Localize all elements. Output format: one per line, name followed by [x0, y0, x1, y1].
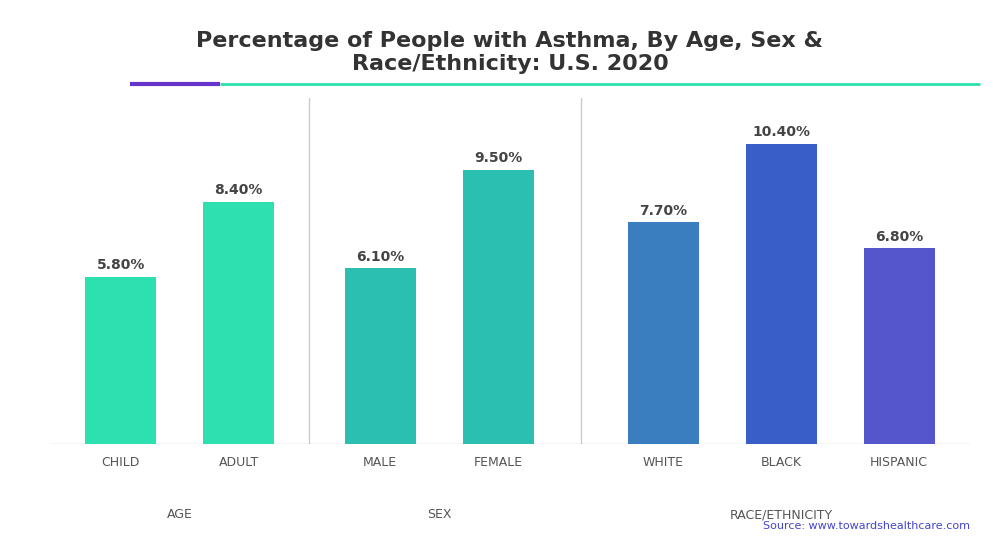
- Bar: [345, 268, 416, 444]
- Text: RACE/ETHNICITY: RACE/ETHNICITY: [730, 508, 833, 521]
- Text: 8.40%: 8.40%: [215, 183, 263, 197]
- Text: 6.10%: 6.10%: [356, 250, 404, 264]
- Bar: [203, 202, 274, 444]
- Text: 7.70%: 7.70%: [639, 204, 687, 217]
- Title: Percentage of People with Asthma, By Age, Sex &
Race/Ethnicity: U.S. 2020: Percentage of People with Asthma, By Age…: [196, 30, 824, 74]
- Bar: [628, 222, 699, 444]
- Text: 9.50%: 9.50%: [474, 152, 522, 165]
- Bar: [85, 277, 156, 444]
- Bar: [463, 170, 534, 444]
- Text: AGE: AGE: [167, 508, 193, 521]
- Text: Source: www.towardshealthcare.com: Source: www.towardshealthcare.com: [763, 521, 970, 531]
- Text: 6.80%: 6.80%: [875, 230, 923, 243]
- Bar: [864, 248, 935, 444]
- Text: SEX: SEX: [427, 508, 451, 521]
- Text: 5.80%: 5.80%: [97, 259, 145, 273]
- Text: 10.40%: 10.40%: [752, 126, 810, 139]
- Bar: [746, 144, 817, 444]
